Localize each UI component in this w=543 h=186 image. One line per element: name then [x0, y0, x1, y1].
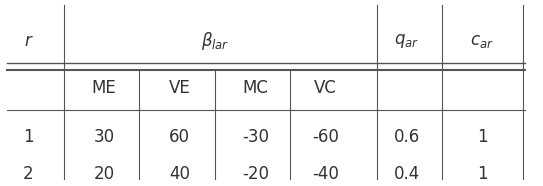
Text: 1: 1 [477, 165, 488, 183]
Text: 1: 1 [23, 128, 34, 146]
Text: -60: -60 [312, 128, 339, 146]
Text: -40: -40 [312, 165, 339, 183]
Text: $\beta_{lar}$: $\beta_{lar}$ [200, 30, 229, 52]
Text: $c_{ar}$: $c_{ar}$ [470, 32, 494, 50]
Text: 60: 60 [169, 128, 190, 146]
Text: -20: -20 [242, 165, 269, 183]
Text: $r$: $r$ [23, 32, 33, 50]
Text: 0.6: 0.6 [394, 128, 420, 146]
Text: $q_{ar}$: $q_{ar}$ [394, 32, 419, 50]
Text: 0.4: 0.4 [394, 165, 420, 183]
Text: 40: 40 [169, 165, 190, 183]
Text: -30: -30 [242, 128, 269, 146]
Text: VC: VC [314, 79, 337, 97]
Text: ME: ME [92, 79, 116, 97]
Text: 2: 2 [23, 165, 34, 183]
Text: 30: 30 [93, 128, 115, 146]
Text: 1: 1 [477, 128, 488, 146]
Text: VE: VE [169, 79, 191, 97]
Text: MC: MC [242, 79, 268, 97]
Text: 20: 20 [93, 165, 115, 183]
